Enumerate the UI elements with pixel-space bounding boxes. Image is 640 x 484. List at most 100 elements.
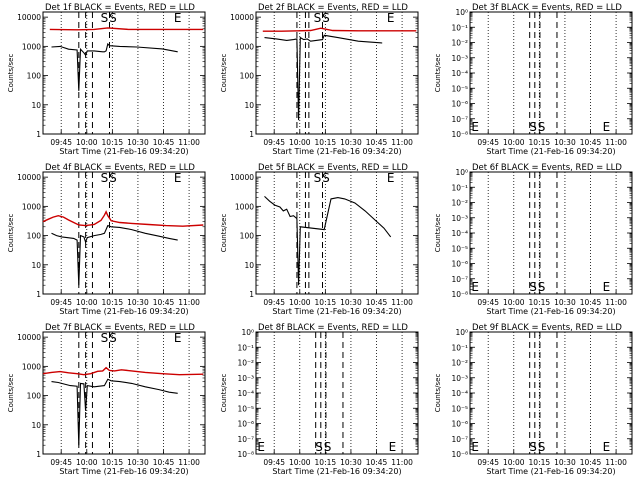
x-tick-label: 09:45	[50, 138, 72, 147]
y-tick-label: 10000	[17, 13, 41, 22]
x-tick-label: 10:45	[366, 138, 388, 147]
marker-e: E	[387, 11, 395, 25]
y-axis-label: Counts/sec	[434, 54, 442, 93]
y-tick-label: 10⁻⁸	[451, 290, 468, 299]
panel-title: Det 9f BLACK = Events, RED = LLD	[472, 323, 622, 333]
marker-s: S	[314, 171, 322, 185]
y-tick-label: 10⁻¹	[451, 23, 468, 32]
x-tick-label: 10:45	[580, 298, 602, 307]
y-tick-label: 10⁻⁶	[451, 100, 468, 109]
x-axis-label: Start Time (21-Feb-16 09:34:20)	[486, 307, 615, 316]
x-axis-label: Start Time (21-Feb-16 09:34:20)	[59, 307, 188, 316]
x-tick-label: 10:30	[340, 458, 362, 467]
panel-det-5: Det 5f BLACK = Events, RED = LLD 09:45 10:…	[220, 163, 419, 316]
x-tick-label: 11:00	[605, 458, 627, 467]
series-lld-line	[42, 210, 204, 227]
x-tick-label: 10:45	[580, 138, 602, 147]
x-tick-label: 10:15	[529, 298, 551, 307]
y-tick-label: 10	[244, 101, 254, 110]
marker-s: S	[101, 331, 109, 345]
y-axis-label: Counts/sec	[7, 214, 15, 253]
panel-title: Det 4f BLACK = Events, RED = LLD	[45, 163, 195, 173]
y-axis-label: Counts/sec	[434, 214, 442, 253]
x-axis-label: Start Time (21-Feb-16 09:34:20)	[59, 147, 188, 156]
y-tick-label: 1	[249, 290, 254, 299]
x-tick-label: 10:15	[315, 138, 337, 147]
panel-det-6: Det 6f BLACK = Events, RED = LLD 09:45 10:…	[434, 163, 633, 316]
y-tick-label: 1	[36, 130, 41, 139]
plot-frame	[469, 331, 633, 455]
y-tick-label: 1000	[235, 202, 254, 211]
x-tick-label: 10:15	[529, 458, 551, 467]
panel-det-1: Det 1f BLACK = Events, RED = LLD 09:45 10:…	[7, 3, 206, 156]
x-tick-label: 09:45	[50, 458, 72, 467]
x-tick-label: 09:45	[477, 138, 499, 147]
y-axis-label: Counts/sec	[7, 54, 15, 93]
x-tick-label: 11:00	[391, 458, 413, 467]
panel-title: Det 6f BLACK = Events, RED = LLD	[472, 163, 622, 173]
marker-e: E	[257, 440, 265, 454]
y-tick-label: 10⁻⁷	[451, 115, 468, 124]
x-tick-label: 11:00	[178, 458, 200, 467]
marker-e: E	[603, 280, 611, 294]
panel-title: Det 5f BLACK = Events, RED = LLD	[258, 163, 408, 173]
marker-e: E	[471, 440, 479, 454]
x-tick-label: 10:30	[127, 458, 149, 467]
marker-s: S	[101, 11, 109, 25]
y-tick-label: 10⁻⁷	[451, 435, 468, 444]
series-lld-line	[42, 366, 204, 376]
y-tick-label: 10⁻²	[451, 199, 468, 208]
x-tick-label: 10:45	[153, 138, 175, 147]
marker-e: E	[471, 280, 479, 294]
x-tick-label: 09:45	[50, 298, 72, 307]
marker-s: S	[529, 280, 537, 294]
marker-e: E	[174, 331, 182, 345]
marker-s: S	[109, 331, 117, 345]
x-tick-label: 11:00	[605, 298, 627, 307]
y-tick-label: 10⁻⁵	[237, 404, 254, 413]
marker-e: E	[387, 171, 395, 185]
marker-e: E	[389, 440, 397, 454]
panel-title: Det 1f BLACK = Events, RED = LLD	[45, 3, 195, 13]
x-tick-label: 10:45	[153, 298, 175, 307]
x-tick-label: 10:45	[366, 458, 388, 467]
x-tick-label: 10:00	[76, 138, 98, 147]
x-tick-label: 10:00	[76, 298, 98, 307]
x-tick-label: 09:45	[263, 298, 285, 307]
plot-frame	[42, 171, 206, 295]
x-tick-label: 11:00	[391, 298, 413, 307]
x-tick-label: 10:15	[315, 298, 337, 307]
panel-det-4: Det 4f BLACK = Events, RED = LLD 09:45 10:…	[7, 163, 206, 316]
panel-det-3: Det 3f BLACK = Events, RED = LLD 09:45 10:…	[434, 3, 633, 156]
x-tick-label: 11:00	[178, 138, 200, 147]
x-tick-label: 10:45	[580, 458, 602, 467]
y-tick-label: 10000	[230, 173, 254, 182]
x-tick-label: 10:15	[529, 138, 551, 147]
y-tick-label: 10⁻⁴	[451, 389, 468, 398]
x-tick-label: 09:45	[263, 458, 285, 467]
y-tick-label: 10⁻⁵	[451, 84, 468, 93]
x-tick-label: 10:30	[340, 138, 362, 147]
y-tick-label: 10	[31, 101, 41, 110]
y-tick-label: 10⁻²	[237, 359, 254, 368]
panel-title: Det 7f BLACK = Events, RED = LLD	[45, 323, 195, 333]
y-tick-label: 10⁻³	[451, 54, 468, 63]
x-tick-label: 10:45	[366, 298, 388, 307]
y-tick-label: 1	[249, 130, 254, 139]
y-tick-label: 10⁻⁶	[451, 260, 468, 269]
marker-s: S	[538, 280, 546, 294]
x-tick-label: 10:30	[554, 298, 576, 307]
x-tick-label: 10:00	[503, 298, 525, 307]
panel-det-7: Det 7f BLACK = Events, RED = LLD 09:45 10:…	[7, 323, 206, 476]
y-tick-label: 10⁻⁴	[451, 69, 468, 78]
y-tick-label: 10⁻⁸	[451, 450, 468, 459]
y-tick-label: 10000	[17, 333, 41, 342]
marker-s: S	[538, 120, 546, 134]
x-tick-label: 10:45	[153, 458, 175, 467]
y-tick-label: 10⁻³	[237, 374, 254, 383]
panel-det-2: Det 2f BLACK = Events, RED = LLD 09:45 10:…	[220, 3, 419, 156]
y-tick-label: 10⁻⁴	[237, 389, 254, 398]
y-tick-label: 1000	[22, 362, 41, 371]
y-tick-label: 100	[27, 72, 42, 81]
